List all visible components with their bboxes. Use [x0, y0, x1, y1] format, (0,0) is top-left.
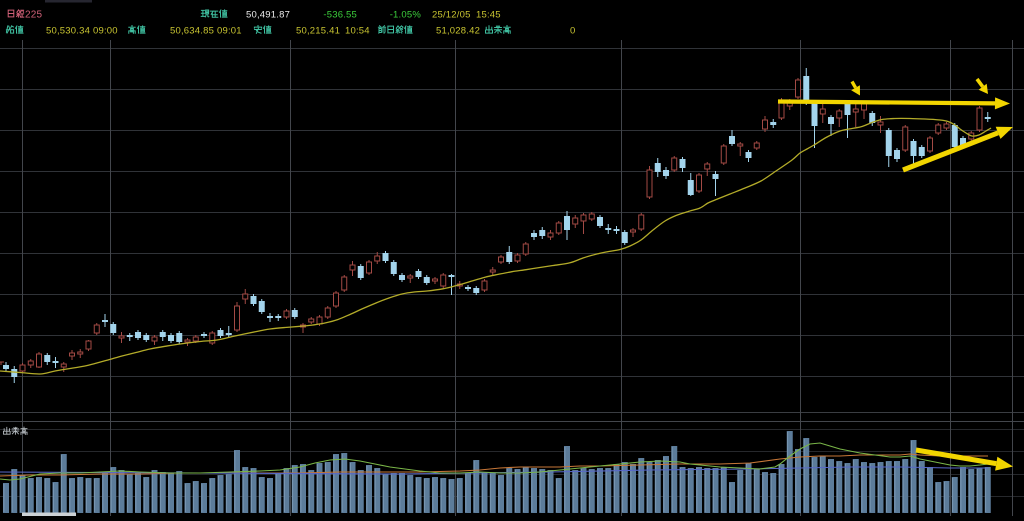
svg-text:50,634.85: 50,634.85: [170, 26, 214, 37]
svg-text:25/12/05: 25/12/05: [432, 10, 471, 21]
svg-text:10:54: 10:54: [345, 26, 370, 37]
svg-text:50,491.87: 50,491.87: [246, 10, 290, 21]
svg-text:225: 225: [25, 10, 43, 21]
svg-text:-536.55: -536.55: [323, 10, 357, 21]
svg-text:15:45: 15:45: [476, 10, 501, 21]
svg-text:50,530.34: 50,530.34: [46, 26, 90, 37]
svg-text:09:00: 09:00: [93, 26, 118, 37]
svg-text:50,215.41: 50,215.41: [296, 26, 340, 37]
svg-text:51,028.42: 51,028.42: [436, 26, 480, 37]
svg-text:0: 0: [570, 26, 575, 37]
svg-text:-1.05%: -1.05%: [390, 10, 422, 21]
svg-text:09:01: 09:01: [217, 26, 242, 37]
